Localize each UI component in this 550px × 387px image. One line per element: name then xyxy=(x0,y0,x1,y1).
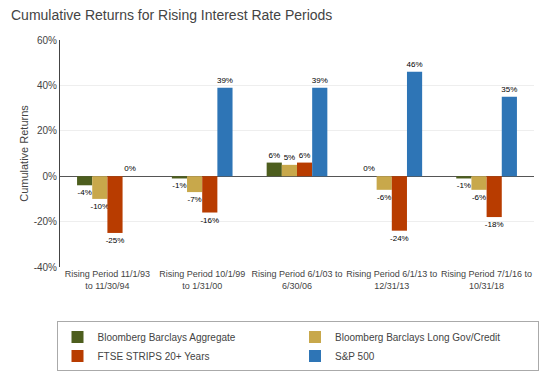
svg-text:Rising Period 6/1/03 to6/30/06: Rising Period 6/1/03 to6/30/06 xyxy=(251,269,342,291)
svg-text:-40%: -40% xyxy=(34,262,57,273)
svg-text:Cumulative Returns: Cumulative Returns xyxy=(18,105,30,202)
svg-text:Bloomberg Barclays Aggregate: Bloomberg Barclays Aggregate xyxy=(98,332,236,343)
svg-text:-4%: -4% xyxy=(78,188,92,197)
svg-text:-10%: -10% xyxy=(90,202,109,211)
svg-text:46%: 46% xyxy=(407,60,423,69)
svg-text:39%: 39% xyxy=(312,76,328,85)
svg-text:-16%: -16% xyxy=(200,216,219,225)
svg-text:FTSE STRIPS 20+ Years: FTSE STRIPS 20+ Years xyxy=(98,351,210,362)
svg-text:5%: 5% xyxy=(284,153,296,162)
svg-text:6%: 6% xyxy=(299,151,311,160)
svg-text:Rising Period 7/1/16 to10/31/1: Rising Period 7/1/16 to10/31/18 xyxy=(441,269,532,291)
svg-text:-6%: -6% xyxy=(472,193,486,202)
svg-text:6%: 6% xyxy=(268,151,280,160)
svg-text:-1%: -1% xyxy=(172,181,186,190)
svg-text:0%: 0% xyxy=(124,164,136,173)
svg-text:S&P 500: S&P 500 xyxy=(335,351,375,362)
svg-text:40%: 40% xyxy=(37,80,57,91)
svg-text:Rising Period 11/1/93to 11/30/: Rising Period 11/1/93to 11/30/94 xyxy=(65,269,150,291)
svg-text:39%: 39% xyxy=(217,76,233,85)
svg-text:-6%: -6% xyxy=(377,193,391,202)
svg-text:Rising Period 6/1/13 to12/31/1: Rising Period 6/1/13 to12/31/13 xyxy=(346,269,437,291)
svg-text:-24%: -24% xyxy=(390,234,409,243)
svg-text:Bloomberg Barclays Long Gov/Cr: Bloomberg Barclays Long Gov/Credit xyxy=(335,332,500,343)
svg-text:Rising Period 10/1/99to 1/31/0: Rising Period 10/1/99to 1/31/00 xyxy=(159,269,245,291)
svg-text:60%: 60% xyxy=(37,35,57,46)
svg-text:20%: 20% xyxy=(37,125,57,136)
svg-text:-25%: -25% xyxy=(106,236,125,245)
svg-text:Cumulative Returns for Rising: Cumulative Returns for Rising Interest R… xyxy=(11,7,332,23)
svg-text:-18%: -18% xyxy=(485,220,504,229)
svg-text:-7%: -7% xyxy=(187,195,201,204)
svg-text:0%: 0% xyxy=(43,171,58,182)
svg-text:-20%: -20% xyxy=(34,216,57,227)
svg-text:0%: 0% xyxy=(363,164,375,173)
svg-text:-1%: -1% xyxy=(457,181,471,190)
svg-text:35%: 35% xyxy=(501,85,517,94)
